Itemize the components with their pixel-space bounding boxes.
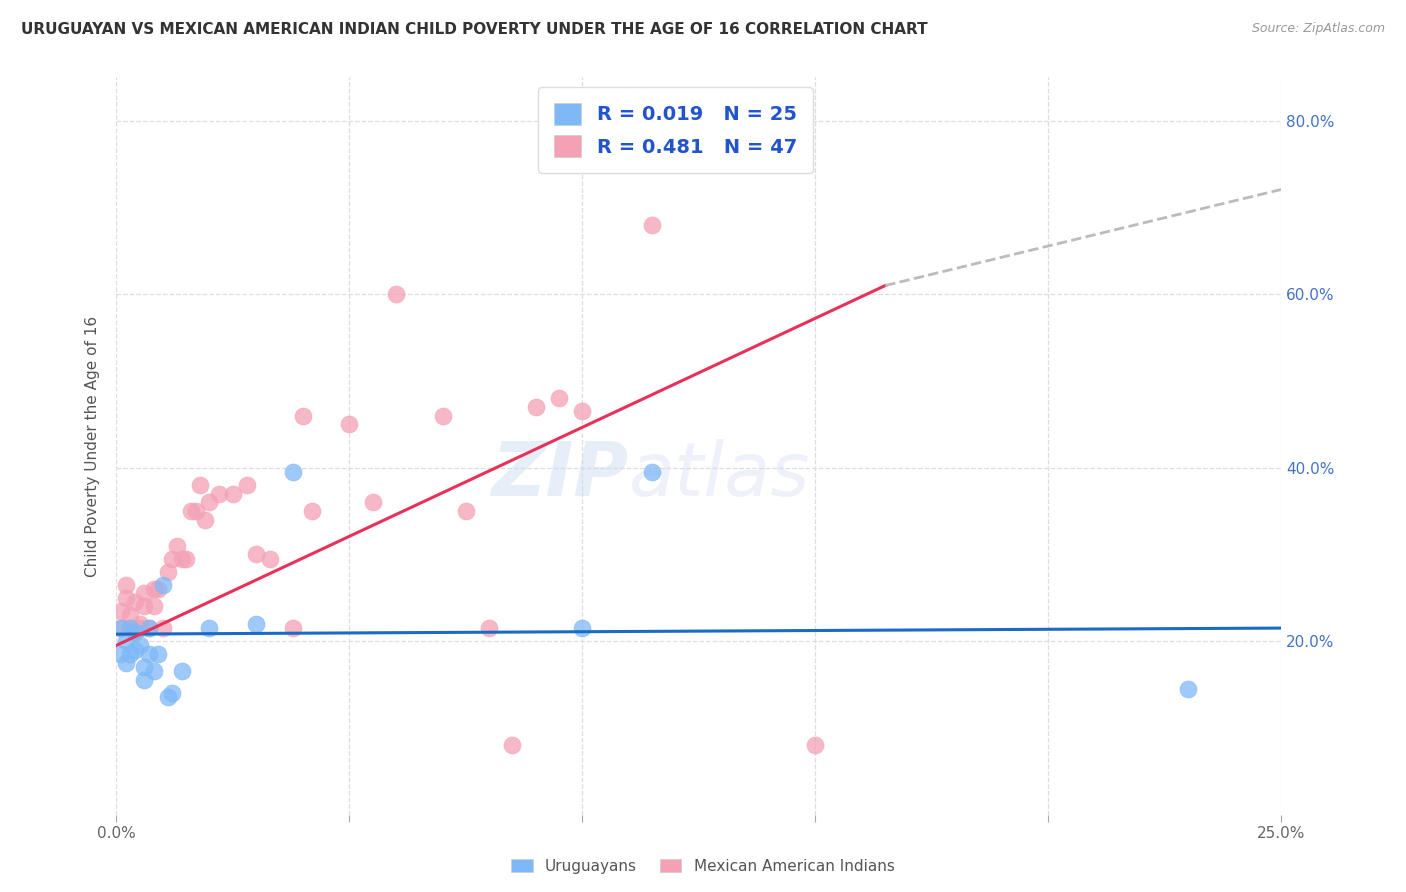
Point xyxy=(198,621,221,635)
Point xyxy=(478,621,501,635)
Point xyxy=(114,656,136,670)
Point xyxy=(124,642,146,657)
Point xyxy=(454,504,477,518)
Point xyxy=(236,478,259,492)
Point xyxy=(128,639,150,653)
Point xyxy=(166,539,188,553)
Point xyxy=(138,647,160,661)
Point xyxy=(301,504,323,518)
Point xyxy=(142,599,165,614)
Point xyxy=(641,218,664,232)
Point xyxy=(283,465,305,479)
Point xyxy=(361,495,384,509)
Point xyxy=(110,604,132,618)
Point xyxy=(180,504,202,518)
Point xyxy=(222,486,245,500)
Point xyxy=(259,551,281,566)
Point xyxy=(385,287,408,301)
Point xyxy=(114,591,136,605)
Point xyxy=(524,400,547,414)
Point xyxy=(548,392,571,406)
Point xyxy=(283,621,305,635)
Point xyxy=(337,417,360,432)
Legend: R = 0.019   N = 25, R = 0.481   N = 47: R = 0.019 N = 25, R = 0.481 N = 47 xyxy=(538,87,813,173)
Point xyxy=(501,738,523,752)
Point xyxy=(134,599,156,614)
Point xyxy=(1177,681,1199,696)
Point xyxy=(245,547,267,561)
Point xyxy=(148,647,170,661)
Point xyxy=(120,621,142,635)
Point xyxy=(194,513,217,527)
Point xyxy=(120,608,142,623)
Point xyxy=(245,616,267,631)
Text: ZIP: ZIP xyxy=(492,439,628,512)
Point xyxy=(198,495,221,509)
Point xyxy=(110,621,132,635)
Point xyxy=(128,616,150,631)
Point xyxy=(142,665,165,679)
Point xyxy=(120,621,142,635)
Text: Source: ZipAtlas.com: Source: ZipAtlas.com xyxy=(1251,22,1385,36)
Point xyxy=(124,625,146,640)
Point xyxy=(170,551,193,566)
Point xyxy=(160,551,183,566)
Point xyxy=(134,673,156,687)
Point xyxy=(134,660,156,674)
Point xyxy=(152,621,174,635)
Text: URUGUAYAN VS MEXICAN AMERICAN INDIAN CHILD POVERTY UNDER THE AGE OF 16 CORRELATI: URUGUAYAN VS MEXICAN AMERICAN INDIAN CHI… xyxy=(21,22,928,37)
Point xyxy=(174,551,197,566)
Point xyxy=(184,504,207,518)
Point xyxy=(134,586,156,600)
Legend: Uruguayans, Mexican American Indians: Uruguayans, Mexican American Indians xyxy=(505,853,901,880)
Point xyxy=(160,686,183,700)
Point xyxy=(170,665,193,679)
Point xyxy=(152,578,174,592)
Point xyxy=(124,595,146,609)
Point xyxy=(110,621,132,635)
Point xyxy=(188,478,211,492)
Point xyxy=(138,621,160,635)
Point xyxy=(128,621,150,635)
Point xyxy=(571,404,593,418)
Point xyxy=(291,409,314,423)
Point xyxy=(641,465,664,479)
Point xyxy=(120,647,142,661)
Point xyxy=(208,486,231,500)
Point xyxy=(804,738,827,752)
Point xyxy=(138,621,160,635)
Point xyxy=(156,690,179,705)
Point xyxy=(571,621,593,635)
Point xyxy=(114,634,136,648)
Y-axis label: Child Poverty Under the Age of 16: Child Poverty Under the Age of 16 xyxy=(86,316,100,576)
Point xyxy=(156,565,179,579)
Point xyxy=(142,582,165,596)
Point xyxy=(114,578,136,592)
Point xyxy=(432,409,454,423)
Point xyxy=(124,625,146,640)
Text: atlas: atlas xyxy=(628,440,810,511)
Point xyxy=(148,582,170,596)
Point xyxy=(110,647,132,661)
